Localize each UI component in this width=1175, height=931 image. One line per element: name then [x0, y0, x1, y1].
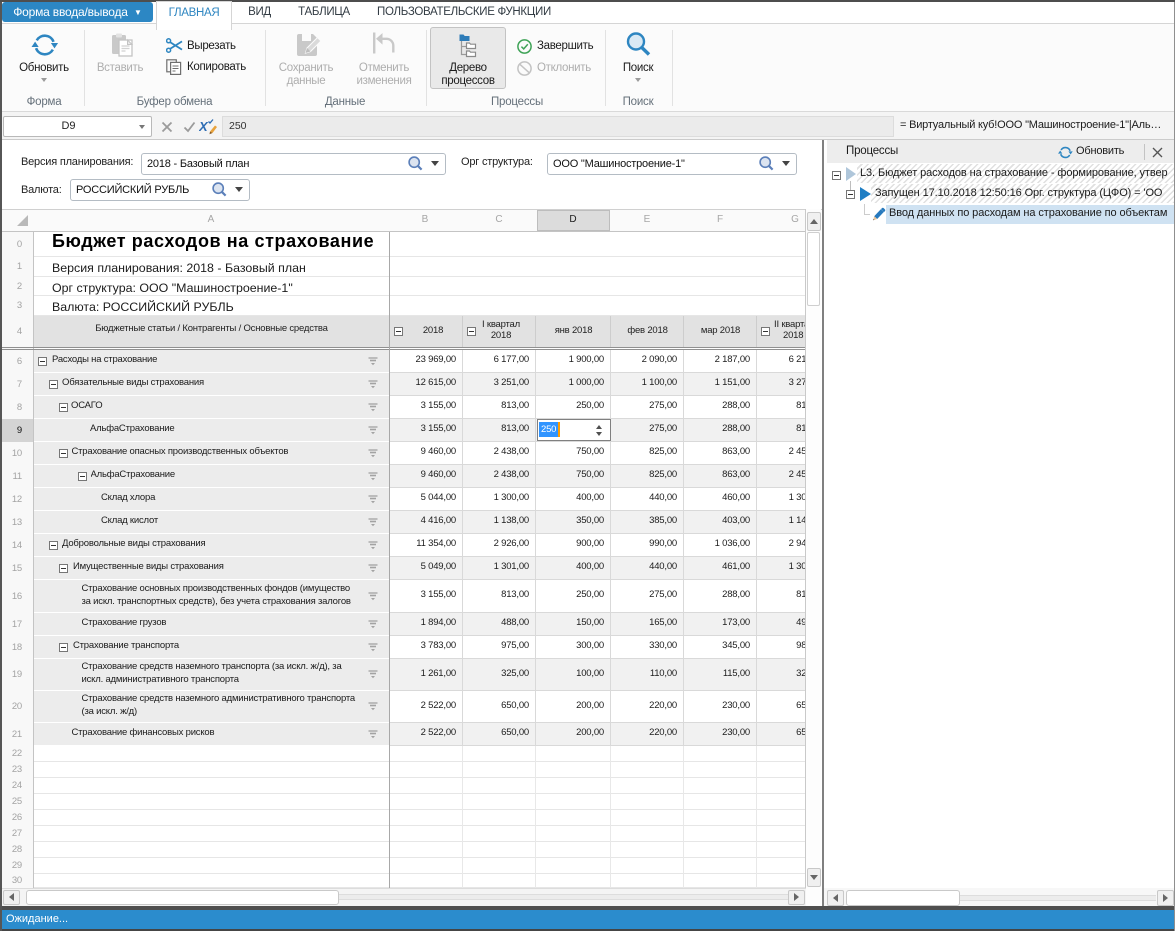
svg-text:X: X	[199, 119, 209, 134]
